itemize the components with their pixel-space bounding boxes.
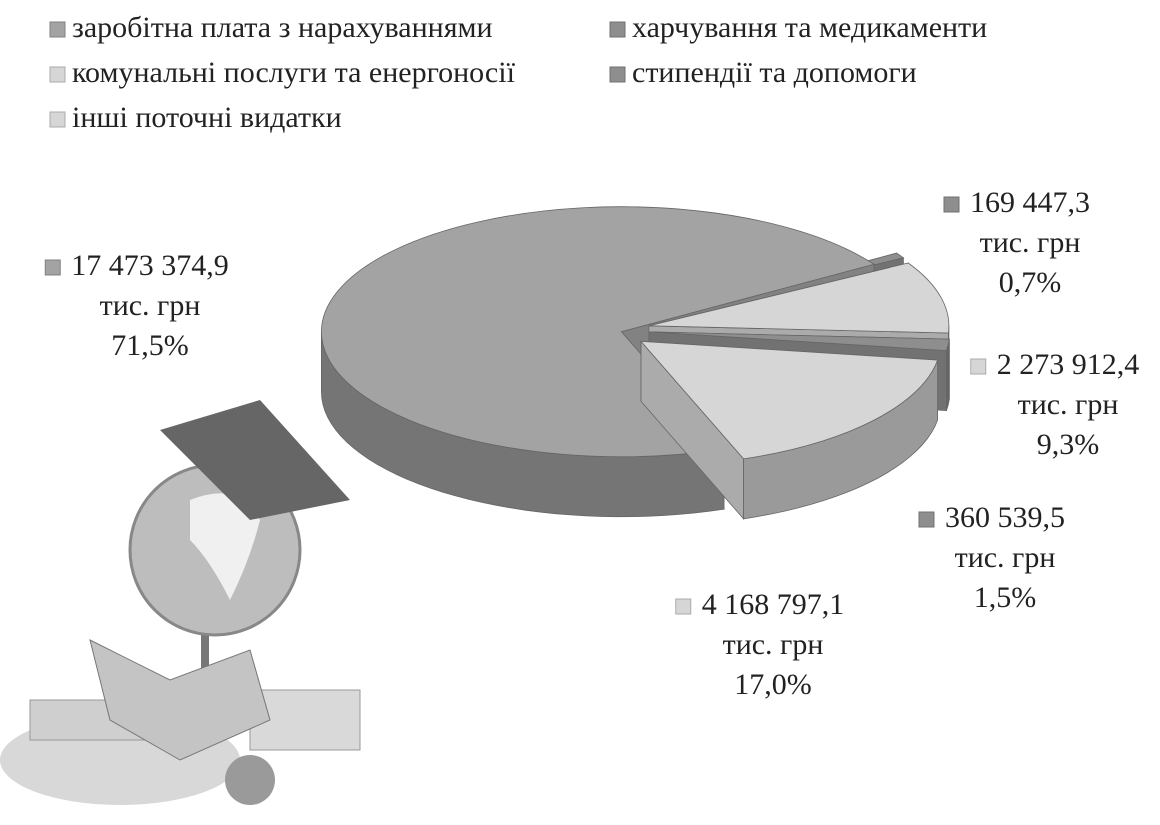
data-label-marker — [45, 260, 60, 275]
data-label-unit: тис. грн — [980, 226, 1081, 259]
data-label-marker — [919, 512, 934, 527]
data-label-percent: 1,5% — [974, 581, 1037, 614]
data-label-unit: тис. грн — [723, 628, 824, 661]
data-label-percent: 0,7% — [999, 266, 1062, 299]
data-label-percent: 17,0% — [734, 668, 812, 701]
legend-label: заробітна плата з нарахуваннями — [72, 11, 493, 44]
decoration — [0, 400, 360, 805]
legend-marker — [610, 22, 625, 37]
data-label-value: 360 539,5 — [945, 501, 1065, 534]
data-label-percent: 9,3% — [1037, 428, 1100, 461]
data-label-value: 17 473 374,9 — [71, 249, 229, 282]
chart: заробітна плата з нарахуваннями харчуванн… — [0, 0, 1160, 825]
legend-marker — [50, 22, 65, 37]
data-label-unit: тис. грн — [955, 541, 1056, 574]
apple — [225, 755, 275, 805]
legend-marker — [50, 67, 65, 82]
data-label-value: 169 447,3 — [970, 186, 1090, 219]
data-label-marker — [944, 197, 959, 212]
legend-label: комунальні послуги та енергоносії — [72, 56, 516, 89]
legend-label: інші поточні видатки — [72, 101, 342, 134]
legend-marker — [610, 67, 625, 82]
data-label-value: 2 273 912,4 — [997, 348, 1140, 381]
data-label-value: 4 168 797,1 — [702, 588, 845, 621]
legend-marker — [50, 112, 65, 127]
data-label-marker — [971, 359, 986, 374]
data-label-marker — [676, 599, 691, 614]
legend-label: стипендії та допомоги — [632, 56, 917, 89]
legend-label: харчування та медикаменти — [632, 11, 987, 44]
data-label-unit: тис. грн — [1018, 388, 1119, 421]
data-label-percent: 71,5% — [111, 329, 189, 362]
data-label-unit: тис. грн — [100, 289, 201, 322]
